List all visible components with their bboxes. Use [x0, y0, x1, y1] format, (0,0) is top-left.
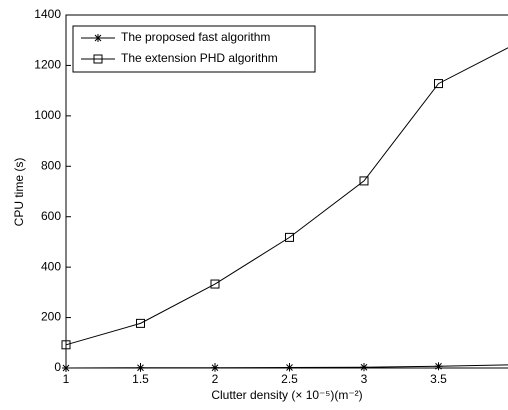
marker [136, 363, 145, 372]
legend-label: The extension PHD algorithm [121, 51, 278, 65]
legend-marker [93, 54, 103, 64]
x-tick-label: 3 [361, 372, 368, 386]
x-tick-label: 2.5 [281, 372, 298, 386]
y-tick-label: 400 [41, 259, 61, 273]
x-axis-label: Clutter density (× 10⁻⁵)(m⁻²) [211, 388, 362, 402]
x-tick-label: 1.5 [132, 372, 149, 386]
x-tick-label: 2 [212, 372, 219, 386]
marker [285, 363, 294, 372]
marker [61, 340, 71, 350]
y-tick-label: 0 [54, 360, 61, 374]
axes-box [65, 14, 508, 369]
marker [434, 79, 443, 89]
y-tick-label: 1000 [34, 108, 61, 122]
marker [62, 364, 70, 372]
legend-box [72, 25, 316, 73]
marker [359, 176, 369, 186]
x-tick-label: 3.5 [430, 372, 447, 386]
legend-marker [94, 34, 102, 42]
y-tick-label: 1200 [34, 58, 61, 72]
marker [211, 363, 219, 372]
y-tick-label: 800 [41, 158, 61, 172]
marker [210, 279, 220, 289]
marker [360, 363, 368, 372]
y-axis-label: CPU time (s) [12, 158, 26, 227]
x-tick-label: 1 [63, 372, 70, 386]
marker [285, 232, 294, 242]
y-tick-label: 600 [41, 209, 61, 223]
y-tick-label: 1400 [34, 7, 61, 21]
series-line [65, 47, 508, 346]
y-tick-label: 200 [41, 310, 61, 324]
marker [136, 318, 145, 328]
legend-label: The proposed fast algorithm [121, 30, 270, 44]
marker [434, 362, 443, 371]
